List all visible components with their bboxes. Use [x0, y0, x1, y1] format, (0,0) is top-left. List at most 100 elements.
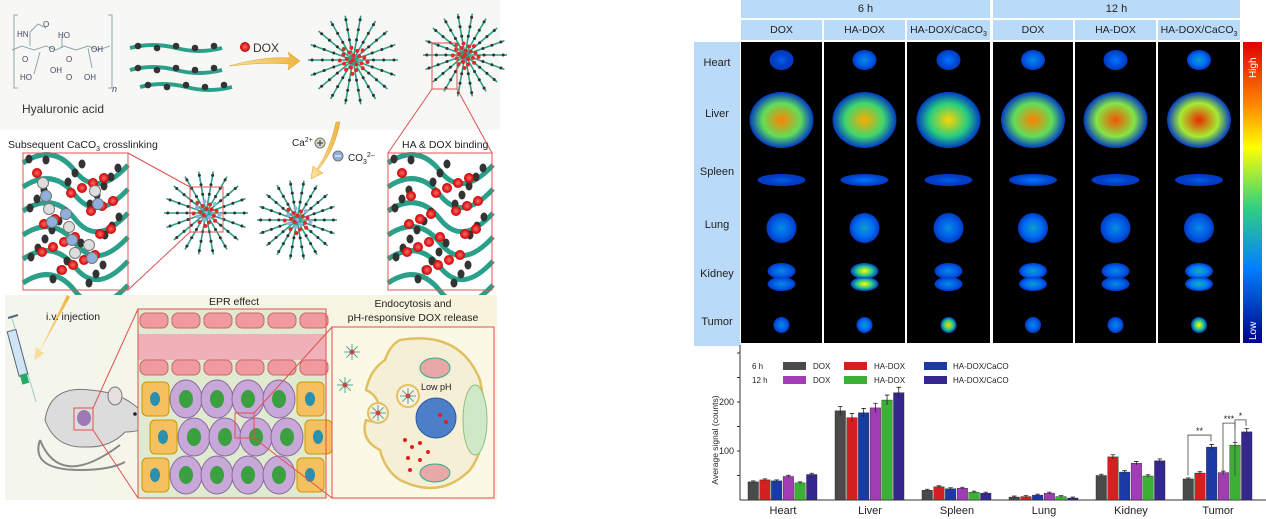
- zoom-region-marker: [73, 407, 94, 431]
- carboxyl-group: [501, 53, 505, 57]
- dox-molecule: [200, 203, 205, 208]
- carboxyl-group: [64, 177, 72, 187]
- carboxyl-group: [281, 206, 285, 210]
- ha-chain: [166, 212, 207, 229]
- dox-molecule: [347, 50, 352, 55]
- carboxyl-group: [492, 53, 496, 57]
- nucleus: [313, 430, 323, 444]
- top-background: [0, 0, 500, 130]
- bar: [858, 412, 870, 501]
- ion: [37, 177, 49, 189]
- carboxyl-group: [240, 224, 244, 228]
- carboxyl-group: [211, 249, 215, 253]
- error-bar: [809, 472, 814, 476]
- dox-molecule: [95, 229, 105, 239]
- organ-signal: [1185, 277, 1213, 291]
- carboxyl-group: [310, 58, 314, 62]
- carboxyl-group: [313, 44, 317, 48]
- carboxyl-group: [458, 81, 462, 85]
- column-label: HA-DOX: [1095, 24, 1136, 36]
- crosslinked-core-closeup: [21, 152, 130, 307]
- bar: [1130, 463, 1142, 501]
- carboxyl-group: [346, 28, 350, 32]
- ha-chain: [205, 212, 246, 229]
- error-bar: [873, 402, 878, 413]
- nucleus: [280, 428, 294, 446]
- image-panel: [1075, 42, 1156, 343]
- carboxyl-group: [292, 236, 296, 240]
- zoom-lines: [127, 152, 191, 291]
- carboxyl-group: [281, 194, 285, 198]
- endothelial-cell: [299, 359, 329, 376]
- dox-molecule: [195, 200, 200, 205]
- column-label-subscript: 3: [1233, 31, 1238, 39]
- nucleus: [150, 468, 160, 482]
- carboxyl-group: [358, 18, 362, 22]
- dox-molecule: [461, 60, 466, 65]
- organ-signal: [1107, 317, 1124, 333]
- dox-molecule: [463, 48, 468, 53]
- dox-molecule: [212, 202, 217, 207]
- dox-molecule: [418, 458, 422, 462]
- carboxyl-group: [480, 212, 488, 222]
- carboxyl-group: [300, 191, 304, 195]
- zoom-lines: [387, 88, 493, 154]
- carboxyl-group: [33, 194, 41, 204]
- ha-chain: [329, 59, 354, 100]
- carboxyl-group: [482, 53, 486, 57]
- ha-chain: [432, 27, 466, 56]
- dox-molecule: [214, 208, 219, 213]
- carboxyl-group: [316, 236, 320, 240]
- carboxyl-group: [190, 236, 194, 240]
- carboxyl-group: [210, 42, 218, 50]
- dox-molecule: [209, 207, 214, 212]
- dox-molecule: [413, 242, 423, 252]
- error-bar: [1145, 474, 1151, 478]
- carboxyl-group: [269, 227, 273, 231]
- carboxyl-group: [465, 181, 473, 191]
- carboxyl-group: [492, 78, 496, 82]
- carboxyl-group: [336, 85, 340, 89]
- carboxyl-group: [185, 244, 189, 248]
- dox-molecule: [48, 242, 58, 252]
- atom-label: HO: [20, 73, 32, 82]
- significance-label: *: [1239, 411, 1243, 421]
- dox-molecule: [302, 220, 307, 225]
- carboxyl-group: [231, 201, 235, 205]
- carboxyl-group: [107, 172, 115, 182]
- dox-molecule: [303, 209, 308, 214]
- bar: [1241, 431, 1253, 501]
- carboxyl-group: [344, 18, 348, 22]
- cell-illustration: [363, 337, 488, 490]
- hyaluronic-acid-label: Hyaluronic acid: [22, 102, 104, 116]
- carboxyl-group: [134, 42, 142, 50]
- atom-label: HO: [58, 31, 70, 40]
- binding-label: HA & DOX binding: [402, 139, 489, 151]
- carboxyl-group: [361, 76, 365, 80]
- zoom-lines: [253, 326, 333, 499]
- organ-signal: [766, 213, 797, 243]
- dox-molecule: [206, 220, 211, 225]
- organ-signal: [1175, 174, 1223, 186]
- carboxyl-group: [441, 35, 445, 39]
- ha-chain: [352, 59, 377, 100]
- ion: [40, 190, 52, 202]
- injection-label: i.v. injection: [46, 311, 100, 323]
- atom-label: OH: [50, 66, 62, 75]
- carboxyl-group: [448, 65, 452, 69]
- row-label-liver: Liver: [694, 84, 740, 144]
- legend-label: HA-DOX/CaCO: [953, 376, 1009, 385]
- error-bar: [1157, 458, 1162, 463]
- carboxyl-group: [277, 218, 281, 222]
- bar: [869, 407, 881, 501]
- carboxyl-group: [100, 181, 108, 191]
- ha-chain: [464, 13, 474, 56]
- organ-signal: [1083, 92, 1148, 148]
- ha-chain: [352, 15, 362, 61]
- bar: [747, 481, 759, 501]
- dox-molecule: [406, 191, 416, 201]
- nucleus: [272, 390, 286, 408]
- endocytosis-label: Endocytosis and: [374, 298, 451, 310]
- carboxyl-group: [211, 173, 215, 177]
